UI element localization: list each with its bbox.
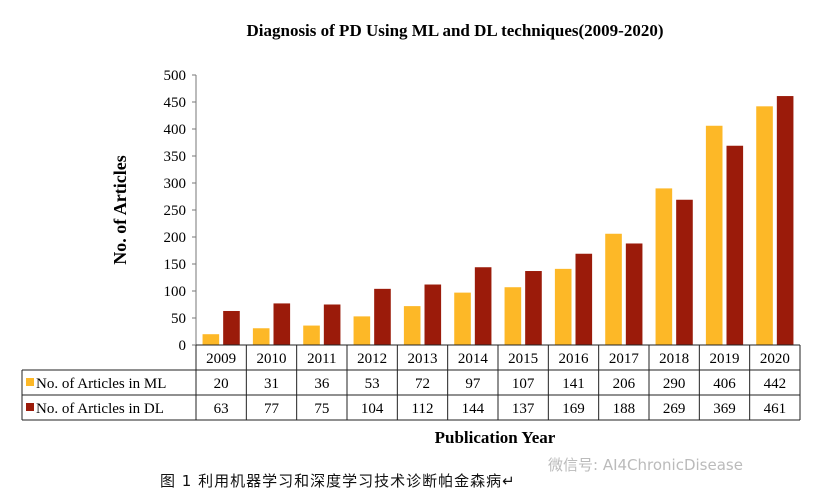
bar-dl-2019 (726, 145, 744, 345)
data-label: 77 (264, 401, 280, 417)
x-tick-label: 2018 (659, 351, 689, 367)
data-label: 72 (415, 376, 430, 392)
data-label: 369 (713, 401, 736, 417)
bar-dl-2016 (575, 253, 593, 345)
x-tick-label: 2016 (559, 351, 590, 367)
data-label: 188 (613, 401, 636, 417)
legend-label-dl: No. of Articles in DL (36, 401, 164, 417)
x-tick-label: 2010 (257, 351, 287, 367)
data-label: 290 (663, 376, 686, 392)
figure-caption: 图 1 利用机器学习和深度学习技术诊断帕金森病↵ (160, 472, 516, 490)
data-label: 206 (613, 376, 636, 392)
bar-dl-2015 (525, 271, 542, 345)
bar-dl-2018 (676, 199, 693, 345)
x-tick-label: 2013 (408, 351, 438, 367)
x-tick-label: 2019 (710, 351, 740, 367)
data-label: 53 (365, 376, 380, 392)
bar-ml-2017 (605, 233, 622, 345)
bar-dl-2009 (223, 310, 240, 345)
bar-dl-2014 (474, 267, 492, 345)
bar-dl-2011 (323, 304, 341, 345)
bar-ml-2009 (202, 334, 220, 345)
legend-swatch-dl (26, 403, 34, 411)
x-tick-label: 2012 (357, 351, 387, 367)
data-label: 169 (562, 401, 585, 417)
bar-ml-2015 (504, 287, 522, 345)
data-label: 107 (512, 376, 535, 392)
y-tick-label: 0 (179, 338, 187, 354)
bar-ml-2014 (454, 292, 471, 345)
data-label: 112 (412, 401, 434, 417)
bar-ml-2011 (303, 325, 320, 345)
y-tick-label: 500 (164, 68, 187, 84)
bar-dl-2010 (273, 303, 291, 345)
bar-ml-2013 (403, 306, 421, 345)
chart-title: Diagnosis of PD Using ML and DL techniqu… (246, 21, 663, 40)
bar-ml-2018 (655, 188, 673, 345)
y-axis-label: No. of Articles (110, 155, 130, 264)
legend-swatch-ml (26, 378, 34, 386)
data-label: 461 (764, 401, 787, 417)
y-tick-label: 50 (171, 311, 186, 327)
x-tick-label: 2020 (760, 351, 790, 367)
x-axis-label: Publication Year (435, 428, 556, 447)
bar-ml-2019 (705, 125, 723, 345)
bar-ml-2020 (756, 106, 773, 345)
x-tick-label: 2017 (609, 351, 640, 367)
x-tick-label: 2011 (307, 351, 336, 367)
bar-dl-2013 (424, 284, 442, 345)
y-tick-label: 350 (164, 149, 187, 165)
bar-ml-2010 (252, 328, 270, 345)
y-tick-label: 250 (164, 203, 187, 219)
data-label: 97 (465, 376, 481, 392)
legend-label-ml: No. of Articles in ML (36, 376, 166, 392)
data-label: 406 (713, 376, 736, 392)
data-label: 269 (663, 401, 686, 417)
bar-ml-2016 (554, 268, 572, 345)
bar-dl-2020 (776, 96, 794, 345)
data-label: 144 (462, 401, 485, 417)
bar-dl-2017 (625, 243, 643, 345)
data-label: 63 (214, 401, 229, 417)
data-label: 20 (214, 376, 229, 392)
bar-ml-2012 (353, 316, 371, 345)
data-label: 104 (361, 401, 384, 417)
y-tick-label: 150 (164, 257, 187, 273)
bar-dl-2012 (374, 288, 391, 345)
watermark: 微信号: AI4ChronicDisease (548, 456, 743, 474)
y-tick-label: 450 (164, 95, 187, 111)
y-tick-label: 400 (164, 122, 187, 138)
data-label: 442 (764, 376, 787, 392)
x-tick-label: 2009 (206, 351, 236, 367)
y-tick-label: 300 (164, 176, 187, 192)
data-label: 137 (512, 401, 535, 417)
y-tick-label: 200 (164, 230, 187, 246)
y-tick-label: 100 (164, 284, 187, 300)
x-tick-label: 2014 (458, 351, 489, 367)
x-tick-label: 2015 (508, 351, 538, 367)
data-label: 75 (314, 401, 329, 417)
data-label: 141 (562, 376, 585, 392)
data-label: 31 (264, 376, 279, 392)
data-label: 36 (314, 376, 330, 392)
